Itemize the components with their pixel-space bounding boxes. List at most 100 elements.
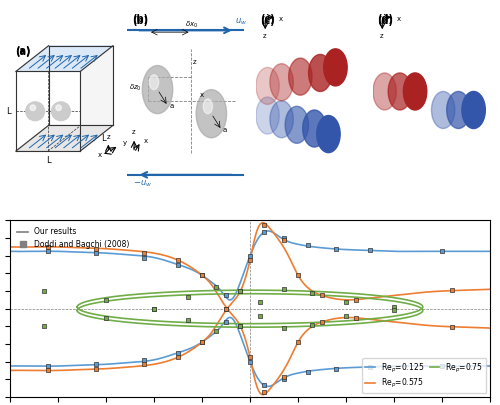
Re$_p$=0.75 — [74, 305, 80, 310]
Point — [212, 284, 220, 290]
Text: x: x — [144, 139, 148, 144]
Point — [40, 323, 48, 330]
Re$_p$=0.125 — [296, 242, 302, 247]
Text: x: x — [280, 16, 283, 22]
Line: Re$_p$=0.75: Re$_p$=0.75 — [77, 290, 423, 324]
Text: a: a — [223, 127, 228, 133]
Circle shape — [56, 105, 62, 111]
Text: z: z — [107, 134, 111, 141]
Circle shape — [270, 101, 293, 138]
Polygon shape — [80, 46, 113, 151]
Text: x: x — [98, 152, 102, 158]
Point — [102, 296, 110, 303]
Point — [294, 272, 302, 278]
Re$_p$=0.125 — [7, 249, 13, 254]
Text: (d): (d) — [378, 14, 394, 23]
Point — [280, 235, 287, 241]
Re$_p$=0.575 — [294, 341, 300, 346]
Re$_p$=0.575 — [296, 338, 302, 343]
Point — [352, 314, 360, 321]
Point — [280, 376, 287, 382]
Circle shape — [150, 75, 158, 90]
Point — [222, 292, 230, 299]
Re$_p$=0.575 — [46, 244, 52, 249]
Point — [174, 354, 182, 360]
Point — [92, 250, 100, 256]
Text: z: z — [192, 59, 196, 65]
Point — [256, 298, 264, 305]
Text: (c): (c) — [260, 14, 276, 23]
Point — [140, 254, 148, 261]
Point — [318, 319, 326, 325]
Point — [260, 382, 268, 389]
Re$_p$=0.125 — [227, 298, 233, 303]
Point — [332, 365, 340, 372]
Re$_p$=0.75 — [146, 291, 152, 296]
Point — [198, 339, 206, 345]
Point — [280, 286, 287, 292]
Legend: Re$_p$=0.125, Re$_p$=0.575, Re$_p$=0.75: Re$_p$=0.125, Re$_p$=0.575, Re$_p$=0.75 — [362, 358, 486, 393]
Point — [438, 248, 446, 255]
Line: Re$_p$=0.125: Re$_p$=0.125 — [10, 231, 490, 300]
Point — [198, 272, 206, 278]
Point — [342, 298, 350, 305]
Re$_p$=0.75 — [376, 293, 382, 298]
Point — [256, 313, 264, 319]
Re$_p$=0.125 — [446, 249, 452, 254]
Text: (a): (a) — [14, 47, 30, 57]
Point — [222, 305, 230, 312]
Point — [174, 261, 182, 268]
Point — [280, 237, 287, 243]
Polygon shape — [16, 125, 113, 151]
Point — [342, 313, 350, 319]
Point — [390, 304, 398, 310]
Point — [140, 361, 148, 367]
Point — [140, 357, 148, 363]
Re$_p$=0.125 — [266, 228, 272, 233]
Point — [184, 294, 192, 301]
Text: L: L — [102, 134, 106, 143]
Point — [212, 328, 220, 334]
Circle shape — [316, 115, 340, 153]
Point — [236, 323, 244, 330]
Circle shape — [256, 97, 280, 134]
Point — [332, 245, 340, 252]
Point — [260, 389, 268, 396]
Re$_p$=0.125 — [415, 249, 421, 254]
Polygon shape — [16, 46, 113, 71]
Point — [304, 242, 312, 248]
Text: $\delta z_0$: $\delta z_0$ — [130, 83, 142, 93]
Re$_p$=0.575 — [446, 324, 452, 329]
Point — [150, 305, 158, 312]
Circle shape — [203, 99, 212, 114]
Point — [140, 250, 148, 256]
Circle shape — [462, 92, 485, 128]
Re$_p$=0.575 — [260, 392, 266, 397]
Re$_p$=0.575 — [8, 245, 14, 249]
Point — [318, 292, 326, 299]
Point — [236, 288, 244, 294]
Re$_p$=0.575 — [304, 328, 310, 333]
Text: z: z — [263, 33, 266, 39]
Text: (b): (b) — [132, 14, 148, 23]
Text: z: z — [132, 129, 136, 135]
Circle shape — [285, 106, 308, 143]
Circle shape — [52, 102, 70, 121]
Circle shape — [324, 49, 347, 86]
Circle shape — [288, 58, 312, 95]
Point — [44, 248, 52, 255]
Re$_p$=0.125 — [304, 243, 310, 248]
Point — [198, 272, 206, 278]
Point — [308, 321, 316, 328]
Text: (d): (d) — [378, 15, 394, 26]
Circle shape — [26, 102, 44, 121]
Point — [448, 287, 456, 293]
Re$_p$=0.75 — [74, 305, 80, 309]
Point — [438, 363, 446, 369]
Text: L: L — [46, 156, 51, 165]
Re$_p$=0.75 — [248, 321, 254, 326]
Re$_p$=0.75 — [388, 295, 394, 300]
Text: x: x — [200, 92, 204, 98]
Circle shape — [388, 73, 411, 110]
Point — [174, 257, 182, 263]
